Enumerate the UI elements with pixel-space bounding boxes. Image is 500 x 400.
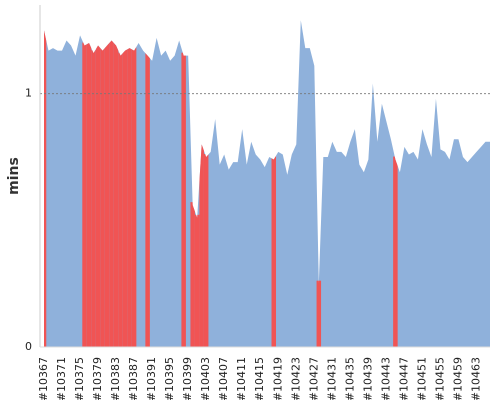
x-tick-label: #10367 [37,357,50,400]
highlight-band [127,45,132,347]
x-tick-label: #10375 [73,357,86,400]
highlight-band [271,156,277,347]
x-tick-label: #10407 [217,357,230,400]
highlight-band [118,52,123,347]
x-tick-label: #10447 [397,357,410,400]
x-tick-label: #10459 [451,357,464,400]
highlight-band [199,141,204,347]
x-tick-label: #10415 [253,357,266,400]
x-tick-label: #10439 [361,357,374,400]
x-tick-label: #10379 [91,357,104,400]
x-tick-label: #10451 [415,357,428,400]
x-tick-label: #10443 [379,357,392,400]
highlight-group [44,27,398,347]
highlight-band [122,47,128,347]
highlight-band [100,47,105,347]
highlight-band [44,27,47,347]
y-tick-label: 1 [25,87,32,100]
highlight-band [316,280,322,347]
x-tick-label: #10371 [55,357,68,400]
highlight-band [145,52,150,347]
highlight-band [91,50,96,347]
highlight-band [109,37,114,347]
highlight-band [194,214,200,347]
highlight-band [131,47,137,347]
highlight-band [86,40,92,347]
highlight-band [82,42,87,347]
x-tick-label: #10431 [325,357,338,400]
x-tick-label: #10403 [199,357,212,400]
x-tick-label: #10391 [145,357,158,400]
y-axis-label: mins [6,157,22,195]
x-tick-label: #10383 [109,357,122,400]
x-tick-label: #10399 [181,357,194,400]
highlight-band [113,42,119,347]
x-tick-label: #10455 [433,357,446,400]
x-tick-label: #10435 [343,357,356,400]
x-tick-label: #10411 [235,357,248,400]
highlight-band [181,52,186,347]
highlight-band [190,202,195,347]
x-tick-label: #10395 [163,357,176,400]
x-tick-label: #10419 [271,357,284,400]
x-tick-label: #10387 [127,357,140,400]
x-tick-label: #10427 [307,357,320,400]
x-tick-label: #10463 [469,357,482,400]
y-tick-label: 0 [25,340,32,353]
highlight-band [95,42,101,347]
highlight-band [203,154,209,347]
area [44,20,490,347]
highlight-band [104,42,110,347]
highlight-band [393,156,398,347]
x-tick-label: #10423 [289,357,302,400]
